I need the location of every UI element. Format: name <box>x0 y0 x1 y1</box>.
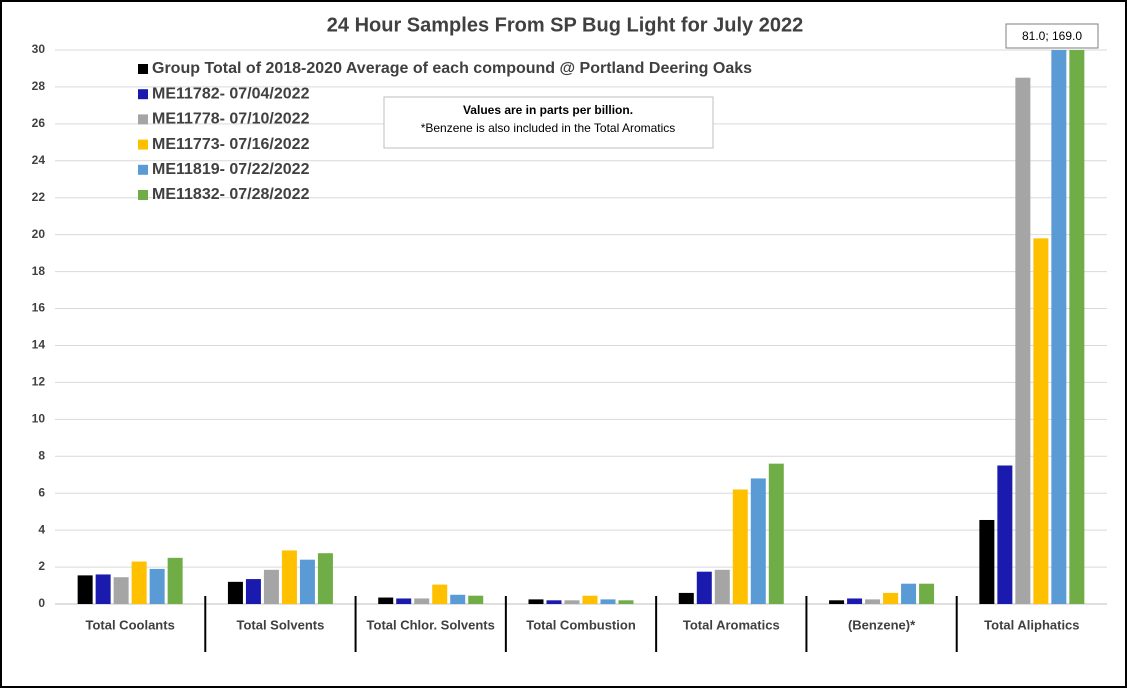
bar <box>678 592 694 604</box>
legend-label: ME11832- 07/28/2022 <box>152 186 310 203</box>
x-tick-label: Total Aromatics <box>683 617 780 632</box>
y-tick-label: 0 <box>38 596 45 610</box>
overflow-box <box>1005 23 1099 49</box>
bar <box>883 592 899 604</box>
legend-swatch <box>138 114 148 125</box>
bar <box>432 584 448 604</box>
bar <box>414 598 430 604</box>
legend-label: ME11782- 07/04/2022 <box>152 85 310 102</box>
bar <box>1033 238 1049 604</box>
note-box <box>383 96 714 149</box>
y-tick-label: 10 <box>32 412 46 426</box>
y-tick-label: 26 <box>32 116 46 130</box>
bar <box>245 579 261 604</box>
bar <box>528 599 544 604</box>
bar <box>450 594 466 604</box>
bar <box>263 569 279 604</box>
bar <box>396 598 412 604</box>
bar <box>618 600 634 604</box>
legend-label: ME11773- 07/16/2022 <box>152 136 310 153</box>
x-tick-label: Total Aliphatics <box>984 617 1079 632</box>
y-tick-label: 12 <box>32 375 46 389</box>
bar <box>564 600 580 604</box>
y-tick-label: 8 <box>38 448 45 462</box>
bar <box>95 574 111 604</box>
bar <box>582 595 598 604</box>
bar <box>1069 50 1085 604</box>
x-tick-label: Total Combustion <box>526 617 636 632</box>
bars <box>77 50 1085 604</box>
overflow-label: 81.0; 169.0 <box>1022 29 1082 43</box>
bar <box>696 571 712 604</box>
legend-swatch <box>138 164 148 175</box>
bar <box>979 519 995 604</box>
bar <box>1051 50 1067 604</box>
bar <box>77 575 93 604</box>
legend-swatch <box>138 64 148 74</box>
y-tick-label: 28 <box>32 79 46 93</box>
bar <box>281 550 297 604</box>
bar <box>829 600 845 604</box>
note-text: *Benzene is also included in the Total A… <box>421 121 676 135</box>
bar <box>227 581 243 604</box>
y-tick-label: 24 <box>32 153 46 167</box>
x-tick-label: Total Chlor. Solvents <box>367 617 495 632</box>
legend-swatch <box>138 190 148 200</box>
legend-label: ME11778- 07/10/2022 <box>152 111 310 128</box>
bar <box>131 561 147 604</box>
bar <box>600 599 616 604</box>
chart-title: 24 Hour Samples From SP Bug Light for Ju… <box>327 14 803 36</box>
legend-label: Group Total of 2018-2020 Average of each… <box>152 60 752 77</box>
bar <box>299 559 315 604</box>
x-tick-label: Total Solvents <box>236 617 324 632</box>
bar <box>847 598 863 604</box>
bar <box>750 478 766 604</box>
bar <box>865 599 881 604</box>
bar <box>113 577 129 604</box>
bar <box>468 595 484 604</box>
bar <box>149 568 165 604</box>
bar <box>901 583 917 604</box>
bar <box>317 553 333 604</box>
y-tick-label: 30 <box>32 42 46 56</box>
bar <box>997 465 1013 604</box>
y-tick-label: 18 <box>32 264 46 278</box>
legend-swatch <box>138 139 148 150</box>
y-tick-label: 14 <box>32 338 46 352</box>
bar <box>167 557 183 604</box>
y-tick-label: 2 <box>38 559 45 573</box>
legend-label: ME11819- 07/22/2022 <box>152 161 310 178</box>
bar <box>714 569 730 604</box>
bar <box>732 489 748 604</box>
y-tick-label: 6 <box>38 485 45 499</box>
x-tick-label: Total Coolants <box>85 617 174 632</box>
x-tick-label: (Benzene)* <box>848 617 916 632</box>
legend-swatch <box>138 89 148 100</box>
note-title: Values are in parts per billion. <box>463 103 633 117</box>
y-tick-label: 22 <box>32 190 46 204</box>
y-tick-label: 16 <box>32 301 46 315</box>
bar <box>378 597 394 604</box>
bar <box>919 583 935 604</box>
bar <box>1015 77 1031 604</box>
y-tick-label: 20 <box>32 227 46 241</box>
y-tick-label: 4 <box>38 522 45 536</box>
bar <box>768 463 784 604</box>
bar <box>546 600 562 604</box>
